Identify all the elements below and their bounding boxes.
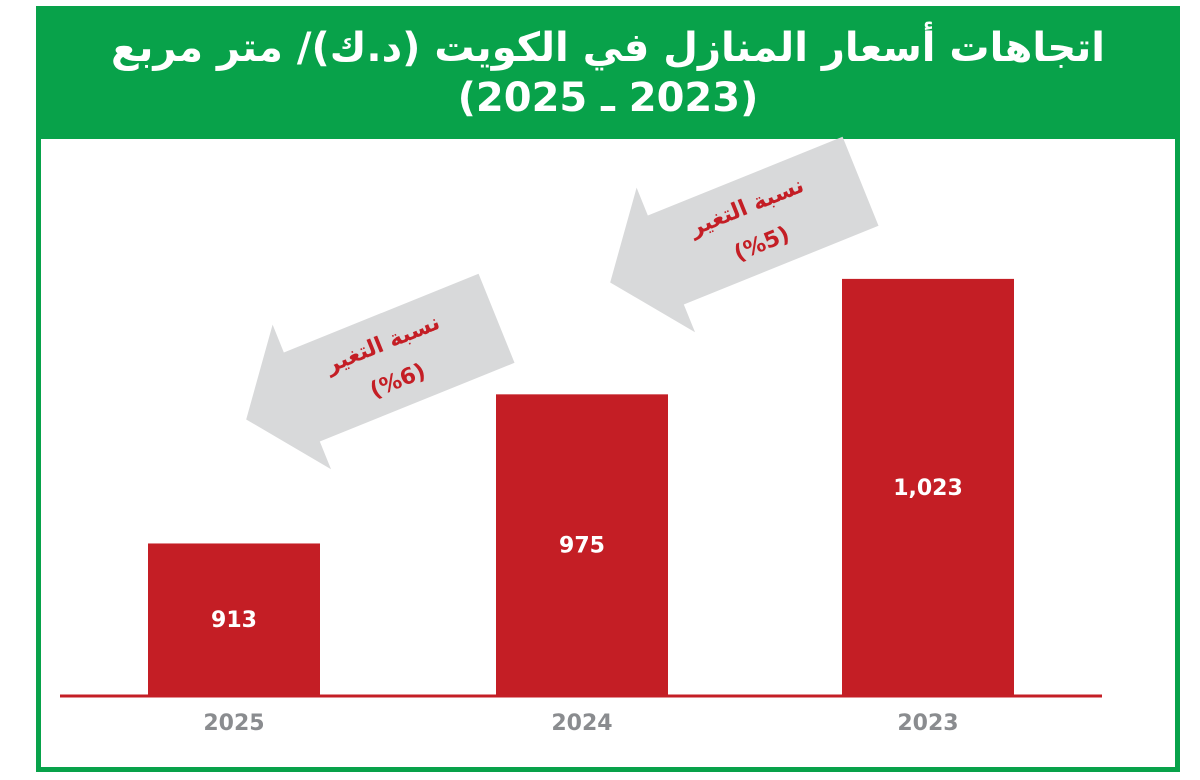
chart-title-line1: اتجاهات أسعار المنازل في الكويت (د.ك)/ م… (111, 25, 1105, 71)
title-banner: اتجاهات أسعار المنازل في الكويت (د.ك)/ م… (41, 11, 1175, 139)
bar (148, 543, 320, 695)
change-arrow-shape (610, 136, 879, 333)
x-tick-label: 2025 (203, 711, 264, 736)
chart-title: اتجاهات أسعار المنازل في الكويت (د.ك)/ م… (41, 23, 1175, 123)
bar-value-label: 913 (211, 608, 257, 633)
chart-title-line2: (2023 ـ 2025) (457, 75, 759, 121)
x-tick-label: 2024 (551, 711, 612, 736)
bar-value-label: 975 (559, 534, 605, 559)
change-arrow: نسبة التغير(%5) (610, 136, 879, 333)
x-tick-label: 2023 (897, 711, 958, 736)
bar (496, 394, 668, 695)
bar (842, 278, 1014, 695)
change-arrow: نسبة التغير(%6) (246, 273, 515, 470)
change-arrow-shape (246, 273, 515, 470)
bar-value-label: 1,023 (893, 476, 963, 501)
